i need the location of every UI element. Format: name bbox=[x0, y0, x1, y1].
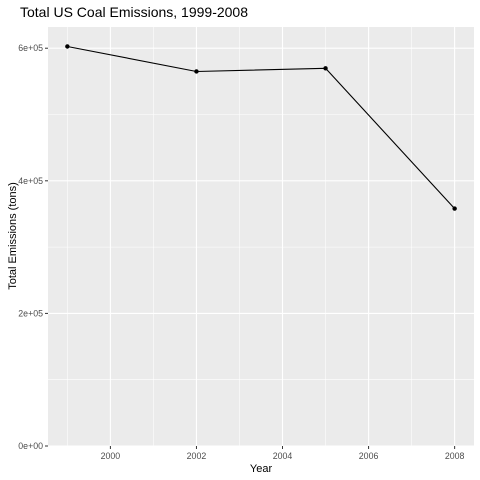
series-layer bbox=[65, 44, 457, 211]
plot-panel bbox=[48, 27, 474, 446]
x-tick-label: 2000 bbox=[101, 451, 121, 461]
x-tick-label: 2006 bbox=[359, 451, 379, 461]
major-gridlines bbox=[48, 27, 474, 447]
data-point bbox=[452, 206, 457, 211]
y-axis-title: Total Emissions (tons) bbox=[7, 182, 19, 290]
data-point bbox=[323, 66, 328, 71]
y-tick-label: 6e+05 bbox=[18, 43, 43, 53]
series-line bbox=[67, 45, 456, 209]
y-axis: 0e+00 2e+05 4e+05 6e+05 bbox=[18, 43, 48, 451]
x-axis: 2000 2002 2004 2006 2008 bbox=[101, 446, 465, 461]
y-tick-label: 4e+05 bbox=[18, 176, 43, 186]
data-point bbox=[65, 44, 70, 49]
x-tick-label: 2002 bbox=[187, 451, 207, 461]
x-tick-label: 2004 bbox=[273, 451, 293, 461]
minor-gridlines bbox=[48, 27, 474, 446]
y-tick-label: 2e+05 bbox=[18, 308, 43, 318]
chart-title: Total US Coal Emissions, 1999-2008 bbox=[20, 4, 248, 20]
x-axis-title: Year bbox=[250, 463, 273, 475]
x-tick-label: 2008 bbox=[445, 451, 465, 461]
y-tick-label: 0e+00 bbox=[18, 441, 43, 451]
data-point bbox=[194, 69, 199, 74]
